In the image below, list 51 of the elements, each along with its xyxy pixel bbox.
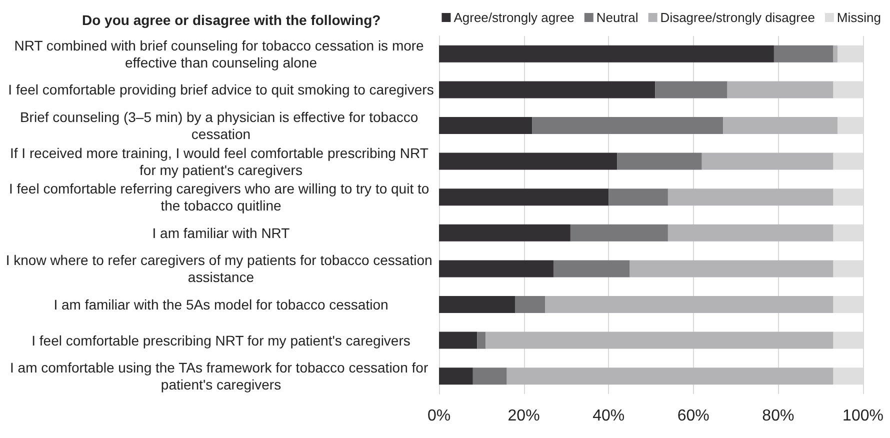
- bar: [774, 45, 834, 62]
- x-tick-label: 60%: [677, 408, 710, 424]
- y-tick-label: I feel comfortable providing brief advice to quit smoking to caregivers: [8, 82, 434, 98]
- y-tick-label: If I received more training, I would feel comfortable prescribing NRT for my patient's caregivers: [10, 144, 432, 178]
- y-tick-label: Brief counseling (3–5 min) by a physician is effective for tobacco cessation: [20, 109, 422, 142]
- x-tick-label: 0%: [427, 408, 451, 424]
- bar: [655, 81, 728, 98]
- bar: [608, 188, 668, 206]
- y-tick-label: I am comfortable using the TAs framework for tobacco cessation for patient's caregivers: [10, 360, 432, 393]
- bar: [439, 188, 609, 206]
- x-tick-label: 40%: [592, 408, 625, 424]
- x-tick-label: 100%: [842, 408, 884, 424]
- bar: [439, 152, 618, 170]
- x-tick-label: 80%: [762, 408, 794, 424]
- y-tick-label: I am familiar with NRT: [152, 224, 290, 241]
- bar: [439, 117, 532, 134]
- bar: [617, 152, 702, 170]
- bar: [439, 224, 570, 242]
- y-tick-label: I know where to refer caregivers of my patients for tobacco cessation assistance: [6, 252, 436, 286]
- legend-label: Agree/strongly agree: [454, 10, 574, 25]
- x-tick-label: 20%: [508, 408, 540, 424]
- bar: [486, 332, 834, 349]
- legend-label: Disagree/strongly disagree: [660, 10, 815, 25]
- bar: [668, 224, 834, 242]
- bar: [702, 152, 834, 170]
- bar: [532, 117, 724, 134]
- bar: [833, 45, 838, 62]
- text: Do you agree or disagree with the following?: [82, 12, 381, 28]
- bar: [630, 260, 834, 278]
- y-tick-label: NRT combined with brief counseling for tobacco cessation is more effective than counseling alone: [14, 37, 428, 70]
- bar: [477, 332, 486, 349]
- bar: [570, 224, 668, 242]
- bar: [727, 81, 834, 98]
- bar: [439, 45, 774, 62]
- bar: [439, 296, 516, 313]
- bar: [439, 260, 554, 278]
- y-tick-label: I feel comfortable referring caregivers who are willing to try to quit to the tobacco quitline: [8, 180, 434, 214]
- y-tick-label: I feel comfortable prescribing NRT for my patient's caregivers: [32, 332, 410, 348]
- bar: [515, 296, 545, 313]
- y-tick-label: I am familiar with the 5As model for tobacco cessation: [54, 296, 388, 312]
- bar: [439, 332, 478, 349]
- bar: [439, 368, 473, 385]
- bar: [668, 188, 834, 206]
- legend-label: Neutral: [596, 10, 638, 25]
- bar: [472, 368, 507, 385]
- bar: [439, 81, 656, 98]
- bar: [506, 368, 834, 385]
- legend-label: Missing: [836, 10, 882, 25]
- bar: [545, 296, 834, 313]
- bar: [723, 117, 838, 134]
- bar: [553, 260, 630, 278]
